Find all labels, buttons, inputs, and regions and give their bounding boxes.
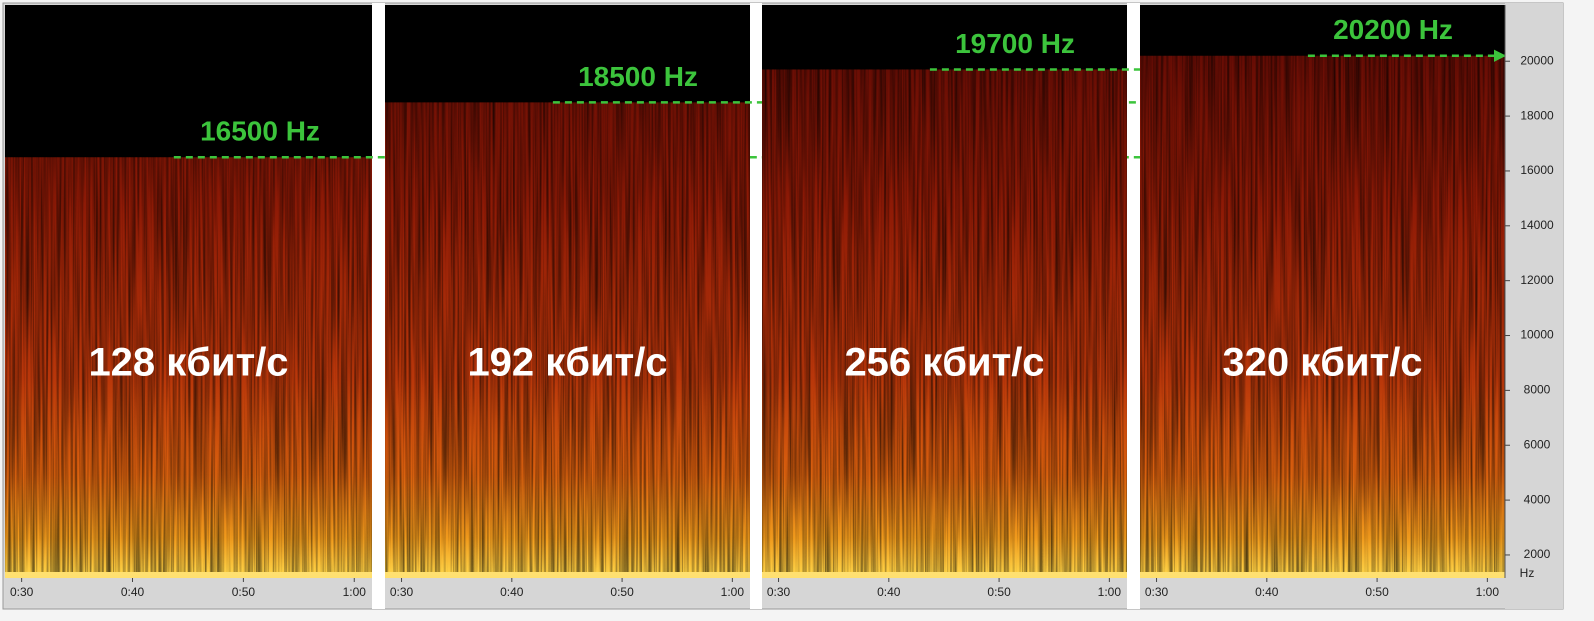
y-tick-label: 18000 — [1520, 108, 1554, 122]
cutoff-label: 19700 Hz — [955, 28, 1075, 59]
x-tick-label: 0:50 — [987, 585, 1011, 599]
panel-label: 256 кбит/с — [844, 341, 1044, 385]
x-tick-label: 0:30 — [390, 585, 414, 599]
y-tick-label: 8000 — [1524, 383, 1551, 397]
x-tick-label: 1:00 — [343, 585, 367, 599]
x-tick-label: 0:50 — [610, 585, 634, 599]
cutoff-region — [385, 5, 750, 103]
y-tick-label: 6000 — [1524, 437, 1551, 451]
plot-layer: 128 кбит/с 16500 Hz 0:30 0:40 0:50 1:00 192 кб… — [5, 3, 1563, 609]
cutoff-region — [5, 5, 372, 158]
y-tick-label: 14000 — [1520, 218, 1554, 232]
panel-label: 128 кбит/с — [88, 341, 288, 385]
y-tick-label: 10000 — [1520, 328, 1554, 342]
x-axis-band — [762, 578, 1127, 607]
y-axis-band — [1505, 3, 1563, 609]
x-tick-label: 0:30 — [10, 585, 34, 599]
x-tick-label: 0:30 — [767, 585, 791, 599]
spectrum-texture — [762, 5, 1127, 578]
x-axis-band — [385, 578, 750, 607]
x-axis-band — [1140, 578, 1505, 607]
y-tick-label: 12000 — [1520, 273, 1554, 287]
x-tick-label: 0:40 — [1255, 585, 1279, 599]
x-tick-label: 0:40 — [877, 585, 901, 599]
panel-label: 320 кбит/с — [1222, 341, 1422, 385]
x-tick-label: 0:50 — [232, 585, 256, 599]
panel-label: 192 кбит/с — [467, 341, 667, 385]
x-tick-label: 0:40 — [121, 585, 145, 599]
separator — [372, 3, 385, 609]
y-tick-label: 16000 — [1520, 163, 1554, 177]
x-tick-label: 1:00 — [1098, 585, 1122, 599]
baseline-band — [5, 572, 372, 578]
x-tick-label: 1:00 — [721, 585, 745, 599]
baseline-band — [1140, 572, 1505, 578]
cutoff-region — [1140, 5, 1505, 56]
cutoff-label: 20200 Hz — [1333, 14, 1453, 45]
cutoff-label: 18500 Hz — [578, 61, 698, 92]
y-tick-label: 2000 — [1524, 547, 1551, 561]
baseline-band — [385, 572, 750, 578]
x-tick-label: 0:50 — [1365, 585, 1389, 599]
cutoff-label: 16500 Hz — [200, 116, 320, 147]
y-tick-label: 20000 — [1520, 53, 1554, 67]
separator — [750, 3, 762, 609]
x-tick-label: 1:00 — [1476, 585, 1500, 599]
cutoff-region — [762, 5, 1127, 70]
spectrum-texture — [1140, 5, 1505, 578]
baseline-band — [762, 572, 1127, 578]
x-tick-label: 0:40 — [500, 585, 524, 599]
x-axis-band — [5, 578, 372, 607]
separator — [1127, 3, 1140, 609]
x-tick-label: 0:30 — [1145, 585, 1169, 599]
y-tick-label: 4000 — [1524, 492, 1551, 506]
y-unit: Hz — [1520, 566, 1535, 580]
